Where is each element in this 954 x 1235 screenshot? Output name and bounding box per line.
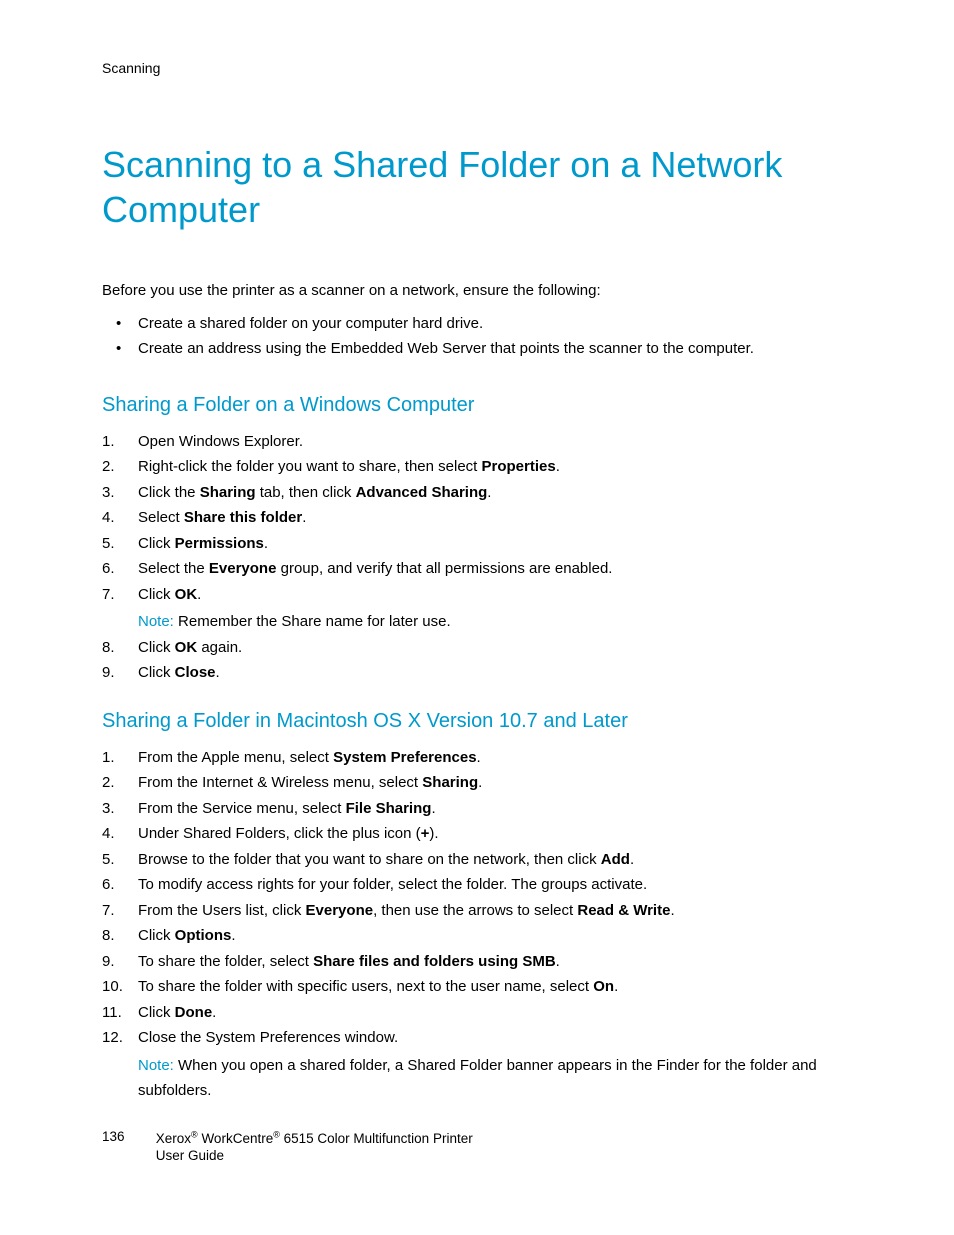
note-line: Note: Remember the Share name for later … <box>102 609 864 635</box>
section-title-mac: Sharing a Folder in Macintosh OS X Versi… <box>102 710 864 733</box>
note-label: Note: <box>138 1057 174 1074</box>
steps-list-mac: From the Apple menu, select System Prefe… <box>102 745 864 1104</box>
step-item: Click OK again. <box>102 635 864 661</box>
step-item: From the Internet & Wireless menu, selec… <box>102 770 864 796</box>
step-item: Click the Sharing tab, then click Advanc… <box>102 480 864 506</box>
step-item: Select the Everyone group, and verify th… <box>102 556 864 582</box>
step-item: To modify access rights for your folder,… <box>102 872 864 898</box>
step-item: To share the folder, select Share files … <box>102 949 864 975</box>
page-content: Scanning to a Shared Folder on a Network… <box>102 142 864 1104</box>
page-number: 136 <box>102 1129 152 1144</box>
step-item: Browse to the folder that you want to sh… <box>102 847 864 873</box>
step-item: Select Share this folder. <box>102 505 864 531</box>
step-item: Open Windows Explorer. <box>102 429 864 455</box>
page-header-section: Scanning <box>102 60 160 76</box>
step-item: From the Apple menu, select System Prefe… <box>102 745 864 771</box>
intro-paragraph: Before you use the printer as a scanner … <box>102 280 864 303</box>
step-item: From the Service menu, select File Shari… <box>102 796 864 822</box>
step-item: Under Shared Folders, click the plus ico… <box>102 821 864 847</box>
footer-product-info: Xerox® WorkCentre® 6515 Color Multifunct… <box>156 1129 473 1165</box>
section-title-windows: Sharing a Folder on a Windows Computer <box>102 394 864 417</box>
footer-line1: Xerox® WorkCentre® 6515 Color Multifunct… <box>156 1131 473 1146</box>
footer-line2: User Guide <box>156 1148 224 1163</box>
intro-bullet-list: Create a shared folder on your computer … <box>102 311 864 362</box>
step-item: Click Close. <box>102 660 864 686</box>
note-text: Remember the Share name for later use. <box>174 613 451 630</box>
step-item: To share the folder with specific users,… <box>102 974 864 1000</box>
step-item: From the Users list, click Everyone, the… <box>102 898 864 924</box>
note-label: Note: <box>138 613 174 630</box>
step-item: Click OK. <box>102 582 864 608</box>
page-title: Scanning to a Shared Folder on a Network… <box>102 142 864 232</box>
step-item: Right-click the folder you want to share… <box>102 454 864 480</box>
step-item: Click Permissions. <box>102 531 864 557</box>
step-item: Click Done. <box>102 1000 864 1026</box>
bullet-item: Create a shared folder on your computer … <box>102 311 864 337</box>
page-footer: 136 Xerox® WorkCentre® 6515 Color Multif… <box>102 1129 473 1165</box>
step-item: Click Options. <box>102 923 864 949</box>
note-text: When you open a shared folder, a Shared … <box>138 1057 817 1100</box>
steps-list-windows: Open Windows Explorer.Right-click the fo… <box>102 429 864 686</box>
note-line: Note: When you open a shared folder, a S… <box>102 1053 864 1104</box>
bullet-item: Create an address using the Embedded Web… <box>102 336 864 362</box>
step-item: Close the System Preferences window. <box>102 1025 864 1051</box>
